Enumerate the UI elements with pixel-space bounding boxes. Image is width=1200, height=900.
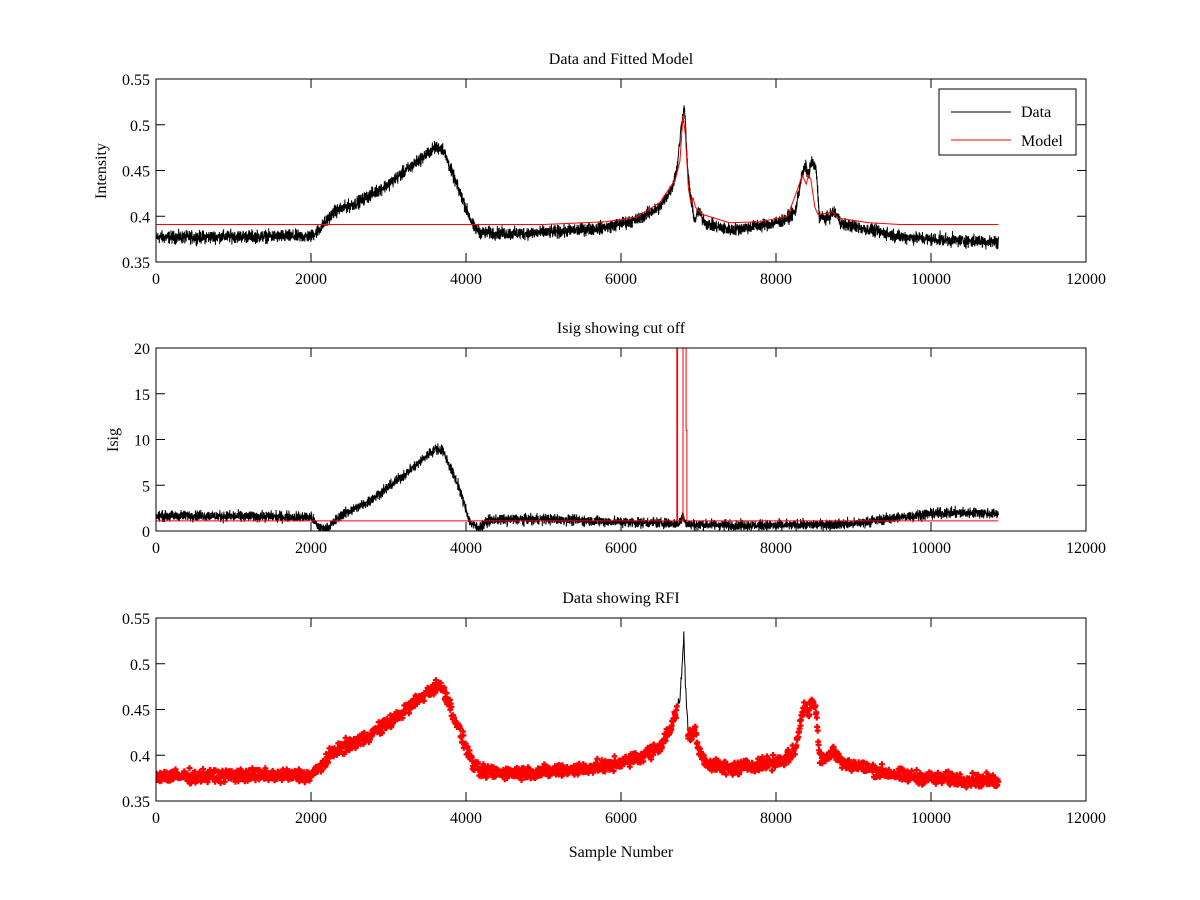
x-tick-label: 10000 [911, 540, 951, 557]
y-tick-label: 5 [142, 478, 150, 495]
x-tick-label: 6000 [605, 810, 637, 827]
y-tick-label: 0.4 [130, 748, 150, 765]
y-tick-label: 0.45 [122, 703, 150, 720]
x-tick-label: 8000 [760, 540, 792, 557]
y-tick-label: 0 [142, 524, 150, 541]
subplot-data-showing-rfi: Data showing RFI Sample Number 0 2000 4000… [122, 590, 1106, 861]
x-tick-label: 0 [152, 271, 160, 288]
x-tick-label: 8000 [760, 810, 792, 827]
y-tick-label: 0.4 [130, 209, 150, 226]
x-tick-label: 8000 [760, 271, 792, 288]
series-markers-clean [156, 677, 1002, 791]
x-tick-label: 4000 [450, 271, 482, 288]
series-group [156, 348, 999, 531]
y-axis-label: Isig [105, 428, 122, 452]
chart-title: Data and Fitted Model [549, 51, 694, 68]
y-tick-label: 0.35 [122, 794, 150, 811]
legend: Data Model [938, 88, 1077, 156]
x-tick-label: 12000 [1066, 810, 1106, 827]
x-tick-label: 2000 [295, 810, 327, 827]
x-tick-label: 0 [152, 540, 160, 557]
x-tick-label: 6000 [605, 271, 637, 288]
subplot-data-and-fitted-model: Data and Fitted Model Intensity 0 2000 400… [93, 51, 1106, 288]
x-tick-label: 4000 [450, 810, 482, 827]
x-tick-label: 2000 [295, 271, 327, 288]
y-tick-label: 10 [134, 433, 150, 450]
y-tick-label: 0.35 [122, 255, 150, 272]
series-line-isig [156, 443, 999, 531]
x-tick-label: 2000 [295, 540, 327, 557]
y-tick-label: 0.45 [122, 164, 150, 181]
legend-box [938, 88, 1077, 156]
y-tick-label: 0.5 [130, 118, 150, 135]
y-axis-label: Intensity [93, 143, 110, 199]
x-tick-label: 0 [152, 810, 160, 827]
y-tick-label: 0.5 [130, 657, 150, 674]
x-tick-label: 10000 [911, 810, 951, 827]
series-line-data [156, 105, 999, 250]
chart-title: Data showing RFI [562, 590, 679, 607]
legend-label-model: Model [1021, 133, 1063, 150]
series-line-cut-off [156, 348, 999, 522]
x-axis-label: Sample Number [569, 844, 674, 861]
x-tick-label: 12000 [1066, 540, 1106, 557]
y-tick-label: 15 [134, 387, 150, 404]
series-group [156, 105, 999, 250]
y-tick-label: 0.55 [122, 72, 150, 89]
series-line-model [156, 115, 999, 225]
series-group [156, 631, 1002, 791]
x-tick-label: 4000 [450, 540, 482, 557]
x-tick-label: 10000 [911, 271, 951, 288]
x-tick-label: 6000 [605, 540, 637, 557]
y-tick-label: 0.55 [122, 611, 150, 628]
legend-label-data: Data [1021, 104, 1051, 121]
subplot-isig-showing-cut-off: Isig showing cut off Isig 0 2000 4000 6000 8… [105, 320, 1106, 557]
chart-title: Isig showing cut off [557, 320, 686, 337]
x-tick-label: 12000 [1066, 271, 1106, 288]
y-tick-label: 20 [134, 341, 150, 358]
